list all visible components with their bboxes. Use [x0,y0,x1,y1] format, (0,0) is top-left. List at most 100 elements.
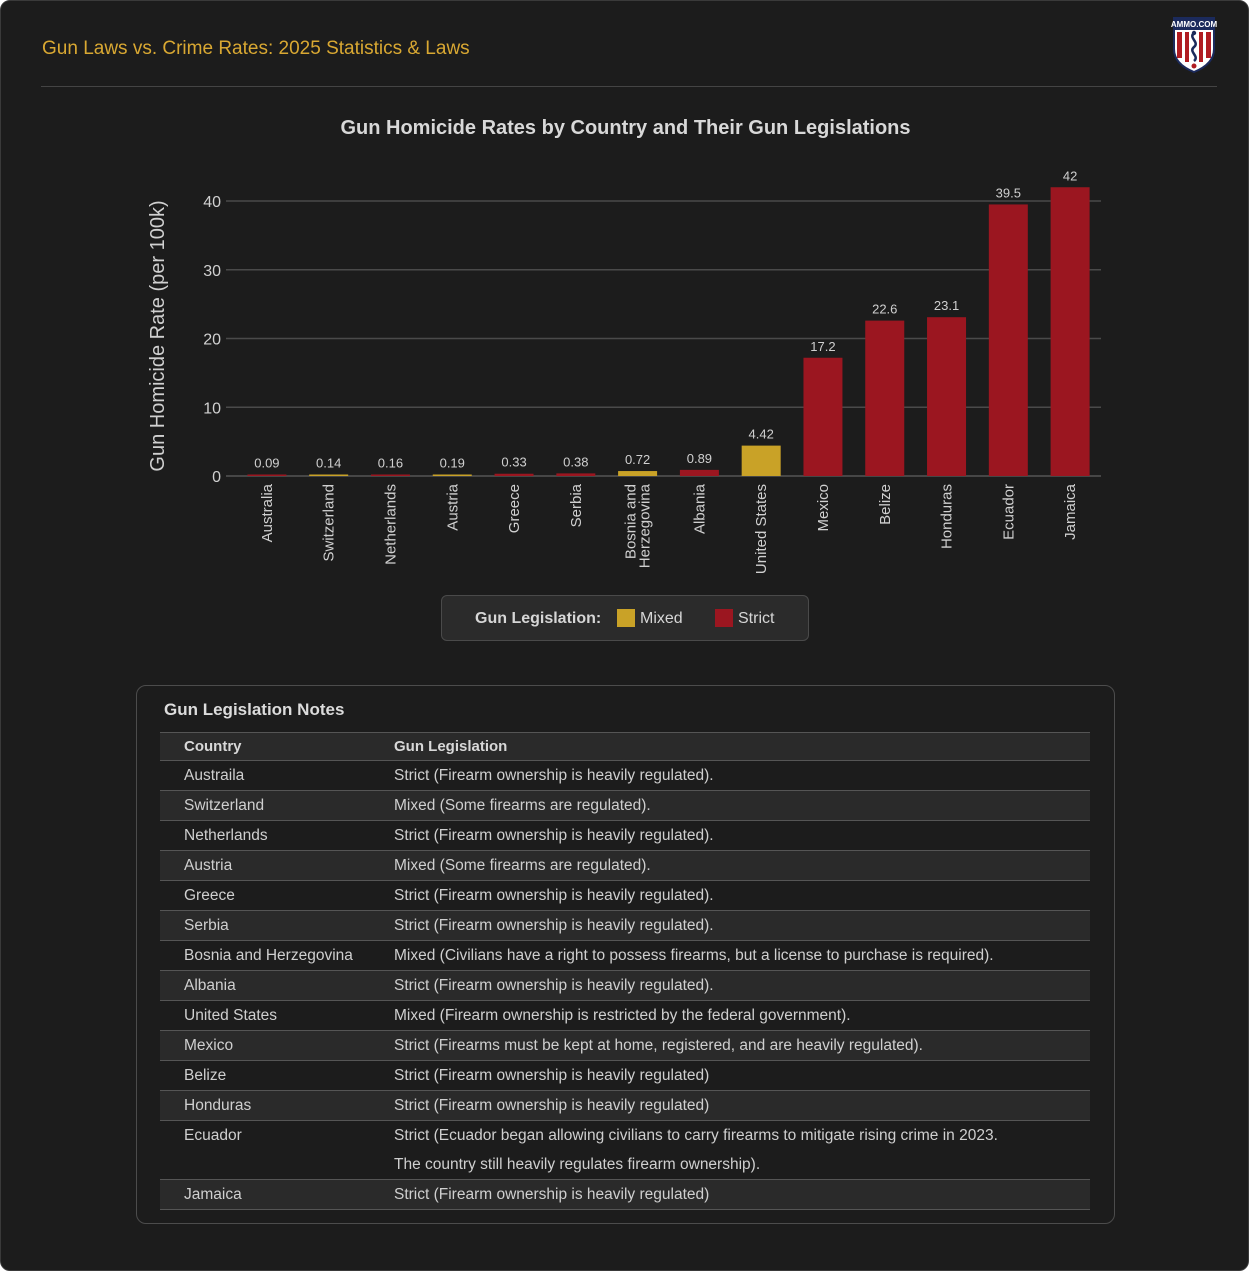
bar [432,474,472,476]
legislation-line: Strict (Firearm ownership is heavily reg… [394,1097,710,1114]
x-tick-label: Greece [506,484,523,533]
legislation-line: Strict (Firearm ownership is heavily reg… [394,767,714,784]
table-body: Austraila Strict (Firearm ownership is he… [160,760,1090,1210]
table-row: United States Mixed (Firearm ownership is… [160,1000,1090,1031]
bar-value-label: 0.72 [625,452,650,467]
legislation-table: Country Gun Legislation Austraila Strict … [160,732,1090,1210]
y-axis-label: Gun Homicide Rate (per 100k) [147,200,169,471]
notes-title: Gun Legislation Notes [164,700,345,719]
bar [618,471,658,476]
bar-value-label: 17.2 [810,339,835,354]
x-tick-label: Jamaica [1062,483,1079,540]
column-header-legislation: Gun Legislation [384,732,1090,761]
legislation-cell: Strict (Firearm ownership is heavily reg… [384,820,1090,851]
country-cell: Albania [160,970,384,1001]
country-cell: Serbia [160,910,384,941]
x-tick-label: Australia [259,483,276,542]
country-cell: Switzerland [160,790,384,821]
table-row: Albania Strict (Firearm ownership is heav… [160,970,1090,1001]
x-tick-label: Ecuador [1000,484,1017,540]
country-cell: Greece [160,880,384,911]
bar-value-label: 0.33 [501,455,526,470]
legislation-cell: Strict (Firearm ownership is heavily reg… [384,910,1090,941]
country-cell: Netherlands [160,820,384,851]
bar [494,473,534,476]
x-tick-label: Honduras [939,484,956,549]
bar-chart: 0 10 20 30 40 Gun Homicide Rate (per 100k) 0.0… [147,168,1101,574]
legislation-line: Mixed (Some firearms are regulated). [394,857,651,874]
table-row: Jamaica Strict (Firearm ownership is heav… [160,1179,1090,1210]
bar-value-label: 4.42 [749,427,774,442]
bar [927,317,967,476]
table-row: Ecuador Strict (Ecuador began allowing ci… [160,1120,1090,1180]
legislation-cell: Strict (Ecuador began allowing civilians… [384,1120,1090,1180]
legislation-line: Strict (Firearm ownership is heavily reg… [394,827,714,844]
page-title: Gun Laws vs. Crime Rates: 2025 Statistic… [42,38,470,59]
legislation-line: Mixed (Firearm ownership is restricted b… [394,1007,851,1024]
table-row: Honduras Strict (Firearm ownership is hea… [160,1090,1090,1121]
country-cell: Austraila [160,760,384,791]
x-tick-label: Belize [877,484,894,525]
x-tick-label: United States [753,484,770,574]
bar-value-label: 0.19 [440,456,465,471]
table-row: Greece Strict (Firearm ownership is heavi… [160,880,1090,911]
bar [309,474,349,476]
x-tick-label: Herzegovina [637,483,654,568]
country-cell: Ecuador [160,1120,384,1180]
bar-value-label: 0.38 [563,454,588,469]
legislation-line: Strict (Firearm ownership is heavily reg… [394,1067,710,1084]
column-header-country: Country [160,732,384,761]
bar [865,320,905,476]
legislation-line: Strict (Ecuador began allowing civilians… [394,1127,998,1144]
bar [247,474,287,476]
bar-value-label: 0.89 [687,451,712,466]
legislation-cell: Mixed (Some firearms are regulated). [384,850,1090,881]
header-divider [41,86,1217,87]
bar [1050,187,1090,476]
legislation-cell: Mixed (Firearm ownership is restricted b… [384,1000,1090,1031]
legislation-cell: Strict (Firearms must be kept at home, r… [384,1030,1090,1061]
bar-value-label: 0.14 [316,456,341,471]
bar-value-label: 22.6 [872,302,897,317]
table-row: Belize Strict (Firearm ownership is heavi… [160,1060,1090,1091]
legislation-line: Strict (Firearms must be kept at home, r… [394,1037,923,1054]
table-header-row: Country Gun Legislation [160,732,1090,761]
legislation-cell: Strict (Firearm ownership is heavily reg… [384,970,1090,1001]
country-cell: Belize [160,1060,384,1091]
legend-title: Gun Legislation: [475,610,602,627]
bar [988,204,1028,476]
bar [741,445,781,476]
country-cell: Bosnia and Herzegovina [160,940,384,971]
table-row: Austria Mixed (Some firearms are regulate… [160,850,1090,881]
legislation-line: Strict (Firearm ownership is heavily reg… [394,1186,710,1203]
chart-title: Gun Homicide Rates by Country and Their … [340,117,911,139]
x-tick-label: Bosnia and [623,484,640,559]
table-row: Switzerland Mixed (Some firearms are regu… [160,790,1090,821]
legislation-cell: Strict (Firearm ownership is heavily reg… [384,1060,1090,1091]
legislation-line: Strict (Firearm ownership is heavily reg… [394,887,714,904]
bar [556,473,596,476]
legislation-line: Strict (Firearm ownership is heavily reg… [394,917,714,934]
x-tick-label: Serbia [568,483,585,527]
legislation-cell: Strict (Firearm ownership is heavily reg… [384,760,1090,791]
bar [370,474,410,476]
legend-label-mixed: Mixed [640,610,683,627]
x-tick-label: Switzerland [321,484,338,562]
table-row: Austraila Strict (Firearm ownership is he… [160,760,1090,791]
bar-value-label: 0.09 [254,456,279,471]
bar [803,357,843,476]
country-cell: United States [160,1000,384,1031]
legislation-cell: Mixed (Some firearms are regulated). [384,790,1090,821]
legislation-notes-panel: Gun Legislation Notes Country Gun Legisl… [136,685,1115,1224]
bar [679,469,719,476]
y-tick-label: 20 [203,332,221,349]
table-row: Mexico Strict (Firearms must be kept at h… [160,1030,1090,1061]
y-tick-label: 10 [203,400,221,417]
legend-swatch-mixed [617,609,635,627]
country-cell: Mexico [160,1030,384,1061]
table-row: Bosnia and Herzegovina Mixed (Civilians h… [160,940,1090,971]
x-tick-label: Albania [691,483,708,534]
logo-text: AMMO.COM [1171,20,1217,29]
legend-swatch-strict [715,609,733,627]
